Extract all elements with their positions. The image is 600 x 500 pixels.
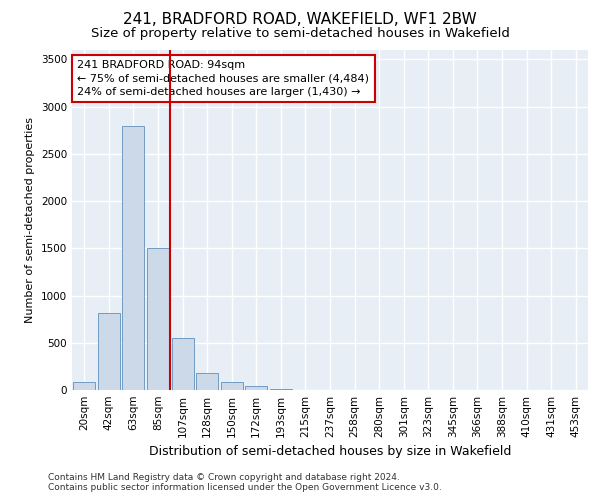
Text: Contains HM Land Registry data © Crown copyright and database right 2024.
Contai: Contains HM Land Registry data © Crown c… [48, 473, 442, 492]
Bar [172, 338, 194, 390]
Text: 241 BRADFORD ROAD: 94sqm
← 75% of semi-detached houses are smaller (4,484)
24% o: 241 BRADFORD ROAD: 94sqm ← 75% of semi-d… [77, 60, 369, 96]
Bar [245, 386, 268, 390]
Bar [221, 382, 243, 390]
Bar [98, 312, 120, 390]
Bar [270, 389, 292, 390]
Y-axis label: Number of semi-detached properties: Number of semi-detached properties [25, 117, 35, 323]
Text: Size of property relative to semi-detached houses in Wakefield: Size of property relative to semi-detach… [91, 28, 509, 40]
X-axis label: Distribution of semi-detached houses by size in Wakefield: Distribution of semi-detached houses by … [149, 446, 511, 458]
Text: 241, BRADFORD ROAD, WAKEFIELD, WF1 2BW: 241, BRADFORD ROAD, WAKEFIELD, WF1 2BW [123, 12, 477, 28]
Bar [196, 374, 218, 390]
Bar [73, 382, 95, 390]
Bar [122, 126, 145, 390]
Bar [147, 248, 169, 390]
